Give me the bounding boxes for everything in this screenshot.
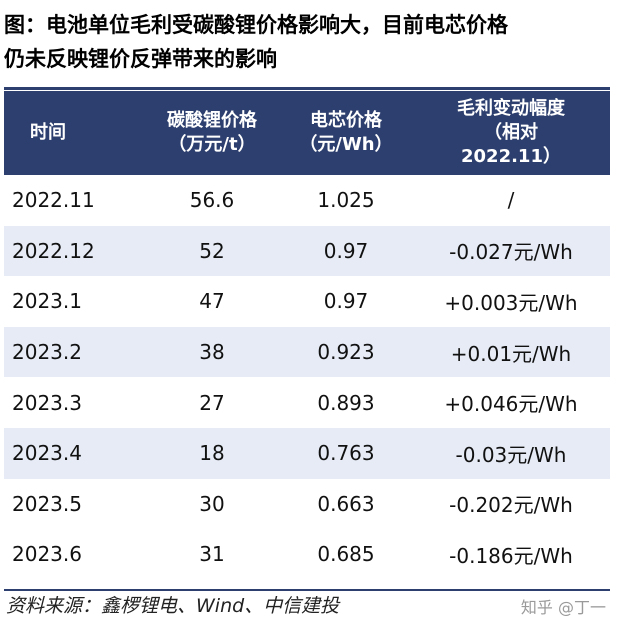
header-cell-price-unit: （元/Wh）	[299, 134, 393, 155]
header-time-label: 时间	[30, 122, 66, 143]
data-table: 时间 碳酸锂价格 （万元/t） 电芯价格 （元/Wh） 毛利变动幅度 （相对 2…	[4, 91, 610, 580]
cell-date: 2022.12	[12, 238, 95, 263]
header-lithium-price-label: 碳酸锂价格	[167, 110, 257, 131]
cell-margin-change: -0.03元/Wh	[455, 442, 567, 467]
cell-cell-price: 1.025	[317, 188, 375, 213]
cell-date: 2023.3	[12, 390, 82, 415]
cell-cell-price: 0.97	[323, 289, 369, 314]
table-top-rule	[4, 87, 610, 90]
cell-margin-change: +0.046元/Wh	[444, 392, 578, 417]
cell-margin-change: +0.003元/Wh	[444, 290, 578, 315]
header-time: 时间	[4, 91, 144, 175]
table-row: 2023.6 31 0.685 -0.186元/Wh	[4, 529, 610, 580]
cell-date: 2023.4	[12, 441, 82, 466]
cell-cell-price: 0.685	[317, 542, 375, 567]
cell-lithium-price: 18	[199, 441, 225, 466]
cell-cell-price: 0.663	[317, 491, 375, 516]
cell-cell-price: 0.923	[317, 340, 375, 365]
cell-date: 2023.2	[12, 340, 82, 365]
header-margin-change-base: 2022.11）	[461, 146, 561, 167]
cell-margin-change: -0.027元/Wh	[449, 240, 573, 265]
cell-lithium-price: 56.6	[189, 188, 235, 213]
cell-lithium-price: 30	[199, 491, 225, 516]
cell-date: 2023.1	[12, 289, 82, 314]
table-row: 2023.4 18 0.763 -0.03元/Wh	[4, 427, 610, 479]
table-header-row: 时间 碳酸锂价格 （万元/t） 电芯价格 （元/Wh） 毛利变动幅度 （相对 2…	[4, 91, 610, 175]
figure-title-line-2: 仍未反映锂价反弹带来的影响	[4, 47, 277, 71]
header-margin-change-note: （相对	[484, 122, 538, 143]
table-bottom-rule	[4, 589, 610, 591]
watermark: 知乎 @丁一	[520, 598, 606, 617]
header-lithium-price-unit: （万元/t）	[168, 134, 256, 155]
header-lithium-price: 碳酸锂价格 （万元/t）	[144, 91, 280, 175]
table-row: 2023.1 47 0.97 +0.003元/Wh	[4, 276, 610, 327]
cell-lithium-price: 47	[199, 289, 225, 314]
cell-date: 2022.11	[12, 188, 95, 213]
cell-margin-change: -0.202元/Wh	[449, 493, 573, 518]
figure-title: 图：电池单位毛利受碳酸锂价格影响大，目前电芯价格 仍未反映锂价反弹带来的影响	[4, 8, 618, 76]
cell-lithium-price: 27	[199, 390, 225, 415]
figure-title-line-1: 图：电池单位毛利受碳酸锂价格影响大，目前电芯价格	[4, 13, 508, 37]
cell-date: 2023.5	[12, 491, 82, 516]
cell-lithium-price: 52	[199, 238, 225, 263]
table-row: 2022.12 52 0.97 -0.027元/Wh	[4, 225, 610, 277]
cell-cell-price: 0.97	[323, 238, 369, 263]
cell-lithium-price: 38	[199, 340, 225, 365]
header-cell-price: 电芯价格 （元/Wh）	[280, 91, 412, 175]
header-margin-change: 毛利变动幅度 （相对 2022.11）	[412, 91, 610, 175]
table-row: 2023.2 38 0.923 +0.01元/Wh	[4, 326, 610, 378]
source-note: 资料来源：鑫椤锂电、Wind、中信建投	[6, 595, 340, 617]
cell-margin-change: +0.01元/Wh	[450, 341, 572, 366]
cell-margin-change: /	[507, 188, 515, 213]
cell-cell-price: 0.893	[317, 390, 375, 415]
table-row: 2022.11 56.6 1.025 /	[4, 175, 610, 226]
cell-cell-price: 0.763	[317, 441, 375, 466]
header-margin-change-label: 毛利变动幅度	[457, 98, 565, 119]
table-row: 2023.3 27 0.893 +0.046元/Wh	[4, 377, 610, 428]
header-cell-price-label: 电芯价格	[310, 110, 382, 131]
cell-date: 2023.6	[12, 542, 82, 567]
cell-margin-change: -0.186元/Wh	[449, 543, 573, 568]
table-row: 2023.5 30 0.663 -0.202元/Wh	[4, 479, 610, 530]
cell-lithium-price: 31	[199, 542, 225, 567]
